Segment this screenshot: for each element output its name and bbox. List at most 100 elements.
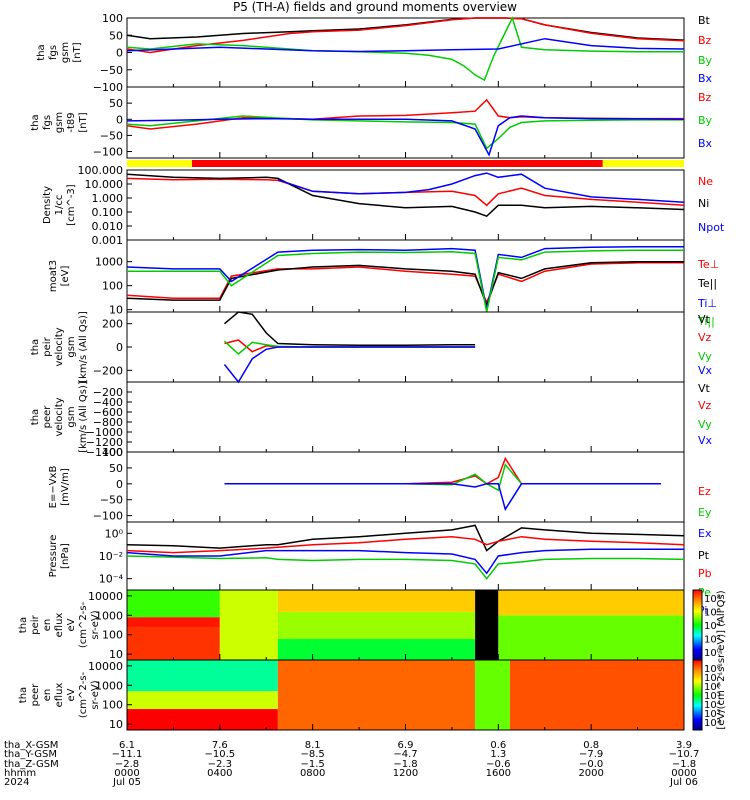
y-tick-label: −400	[93, 396, 123, 409]
x-axis-tick-label: −1.5	[301, 759, 325, 770]
series-line	[126, 524, 685, 552]
legend-label: Vz	[698, 331, 712, 344]
y-tick-label: 0	[116, 47, 123, 60]
chart-title: P5 (TH-A) fields and ground moments over…	[233, 0, 517, 14]
series-line	[126, 115, 684, 150]
spectrogram-cell	[277, 639, 476, 660]
colorbar-tick-label: 10⁸	[704, 664, 721, 675]
series-line	[224, 311, 476, 347]
y-tick-label: −1200	[86, 436, 123, 449]
y-axis-label: sr-eV)	[90, 680, 101, 709]
series-line	[126, 17, 685, 41]
series-line	[126, 15, 684, 82]
y-axis-label: eV	[66, 688, 77, 701]
spectrogram-cell	[127, 590, 220, 618]
legend-label: Pb	[698, 567, 712, 580]
series-line	[224, 483, 661, 512]
y-axis-label: gsm	[66, 336, 77, 357]
colorbar-label: [eV/(cm^2-s-sr-eV)] (All Qs)	[716, 590, 727, 729]
y-axis-label: E=−VxB	[48, 466, 59, 509]
x-axis-tick-label: −7.9	[579, 749, 603, 760]
y-axis-label: gsm	[66, 406, 77, 427]
legend-label: Npot	[698, 221, 725, 234]
x-axis-tick-label: 0400	[207, 768, 232, 779]
colorbar-tick-label: 10⁸	[704, 594, 721, 605]
colorbar-tick-label: 10³	[704, 709, 721, 720]
colorbar	[692, 659, 703, 731]
x-axis-tick-label: 0800	[300, 768, 325, 779]
colorbar-tick-label: 10⁴	[704, 700, 721, 711]
x-axis-row-label: tha_X-GSM	[4, 740, 58, 751]
x-axis-tick-label: 8.1	[305, 740, 321, 751]
y-axis-label: [nT]	[78, 112, 89, 132]
y-tick-label: 100	[102, 446, 123, 459]
legend-label: Ex	[698, 527, 712, 540]
y-tick-label: 1000	[95, 609, 123, 622]
x-axis-tick-label: 0000	[114, 768, 139, 779]
series-line	[224, 456, 661, 485]
y-tick-label: −600	[93, 406, 123, 419]
colorbar-tick-label: 10⁶	[704, 608, 721, 619]
legend-label: Ni	[698, 197, 709, 210]
series-line	[126, 548, 684, 575]
spectrogram-cell	[475, 660, 510, 730]
y-tick-label: 0	[116, 478, 123, 491]
y-tick-label: 1000	[95, 256, 123, 269]
y-axis-label: velocity	[54, 327, 65, 366]
legend-label: Ti||	[697, 315, 715, 328]
state-bar-segment	[191, 160, 603, 167]
x-axis-tick-label: Jul 05	[112, 777, 141, 788]
x-axis-tick-label: 0.6	[490, 740, 506, 751]
spectrogram-cell	[509, 660, 684, 730]
x-axis-tick-label: −2.8	[115, 759, 139, 770]
panel-frame	[126, 451, 685, 523]
y-axis-label: peer	[30, 683, 41, 707]
y-tick-label: −50	[100, 129, 123, 142]
y-tick-label: 100	[102, 280, 123, 293]
series-line	[126, 535, 685, 554]
y-axis-label: Density	[42, 186, 53, 224]
spectrogram-cell	[127, 617, 220, 627]
y-axis-label: tha	[30, 114, 41, 130]
y-axis-label: fgs	[48, 45, 59, 60]
x-axis-tick-label: 6.1	[119, 740, 135, 751]
y-tick-label: 100	[102, 12, 123, 25]
x-axis-tick-label: −11.1	[112, 749, 143, 760]
series-line	[126, 173, 685, 218]
y-axis-label: [eV]	[60, 266, 71, 287]
spectrogram-cell	[277, 611, 476, 640]
y-axis-label: velocity	[54, 397, 65, 436]
legend-label: Ti⊥	[697, 297, 717, 310]
y-axis-label: tha	[18, 617, 29, 633]
legend-label: Vy	[698, 350, 712, 363]
y-tick-label: 0.001	[92, 234, 124, 247]
y-tick-label: 10⁰	[105, 527, 124, 540]
spectrogram-cell	[127, 660, 278, 692]
y-axis-label: (cm^2-s-	[78, 601, 89, 648]
x-axis-tick-label: 2000	[578, 768, 603, 779]
y-axis-label: [mV/m]	[60, 468, 71, 506]
legend-label: Bx	[698, 72, 713, 85]
legend-label: Bz	[698, 34, 712, 47]
legend-label: Vz	[698, 399, 712, 412]
y-axis-label: en	[42, 619, 53, 632]
y-tick-label: −100	[93, 510, 123, 523]
x-axis-tick-label: −10.5	[205, 749, 236, 760]
legend-label: Bt	[698, 14, 711, 27]
y-tick-label: 1000	[95, 679, 123, 692]
y-tick-label: 10	[109, 304, 123, 317]
spectrogram-cell	[277, 660, 476, 730]
x-axis-tick-label: 0000	[671, 768, 696, 779]
y-tick-label: 1.000	[92, 192, 124, 205]
legend-label: Vy	[698, 418, 712, 431]
y-axis-label: tha	[36, 44, 47, 60]
y-axis-label: fgs	[42, 115, 53, 130]
series-line	[126, 262, 684, 305]
series-line	[126, 555, 685, 580]
y-axis-label: eflux	[54, 613, 65, 638]
spectrogram-cell	[127, 709, 278, 730]
y-tick-label: −100	[93, 81, 123, 94]
x-axis-tick-label: 6.9	[398, 740, 414, 751]
y-axis-label: [km/s (All Qs)]	[78, 381, 89, 453]
colorbar-tick-label: 10²	[704, 635, 721, 646]
